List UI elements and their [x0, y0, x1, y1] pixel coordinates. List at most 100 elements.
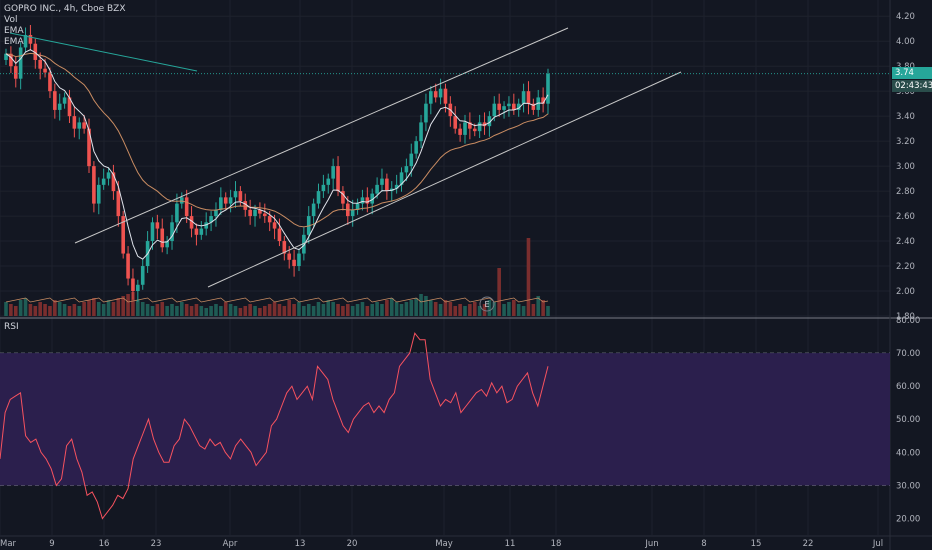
candle-body — [468, 122, 472, 129]
candle-body — [302, 234, 306, 254]
earnings-marker[interactable]: E — [479, 296, 495, 312]
volume-ma-line — [5, 297, 549, 303]
volume-bar — [72, 304, 77, 316]
volume-bar — [150, 306, 155, 316]
candle-body — [507, 103, 511, 107]
candle-body — [404, 166, 409, 173]
rsi-tick-label: 80.00 — [896, 316, 920, 326]
volume-bar — [404, 302, 409, 316]
candle-body — [360, 197, 365, 204]
rsi-title[interactable]: RSI — [4, 322, 19, 332]
candle-body — [38, 59, 42, 69]
volume-bar — [507, 302, 511, 316]
rsi-axis[interactable]: 20.00 30.00 40.00 50.00 60.00 70.00 80.00 — [896, 316, 920, 524]
price-tick-label: 3.60 — [896, 87, 915, 97]
volume-bar — [131, 292, 135, 316]
time-tick-label: 13 — [295, 539, 306, 549]
candle-body — [87, 128, 91, 167]
price-tick-label: 3.40 — [896, 112, 915, 122]
channel-upper-line — [74, 27, 569, 244]
candle-body — [282, 241, 287, 254]
symbol-title[interactable]: GOPRO INC., 4h, Cboe BZX — [4, 4, 126, 14]
candle-body — [4, 53, 8, 60]
volume-bar — [23, 298, 28, 316]
candle-body — [140, 266, 145, 285]
time-tick-label: 18 — [551, 539, 562, 549]
candle-body — [57, 103, 62, 110]
price-tick-label: 2.40 — [896, 237, 915, 247]
candle-body — [316, 191, 321, 204]
volume-bar — [311, 306, 316, 316]
candle-body — [463, 122, 467, 135]
volume-bar — [546, 306, 550, 316]
volume-bar — [487, 300, 492, 316]
volume-bar — [272, 302, 277, 316]
candle-body — [385, 178, 389, 192]
volume-bar — [326, 300, 331, 316]
candle-body — [101, 178, 106, 185]
volume-bar — [219, 306, 223, 316]
volume-bar — [516, 304, 521, 316]
volume-bar — [306, 304, 311, 316]
volume-bar — [106, 300, 111, 316]
candle-body — [238, 191, 243, 202]
candle-body — [326, 178, 331, 185]
volume-bar — [228, 304, 233, 316]
volume-bar — [385, 300, 389, 316]
volume-bar — [463, 306, 467, 316]
volume-bar — [67, 306, 72, 316]
volume-bar — [360, 302, 365, 316]
candle-body — [184, 197, 189, 217]
volume-bar — [13, 306, 18, 316]
candle-body — [13, 66, 18, 79]
volume-bar — [389, 298, 394, 316]
volume-bar — [468, 304, 472, 316]
candle-body — [472, 128, 477, 132]
volume-bar — [399, 304, 404, 316]
volume-bar — [375, 302, 379, 316]
rsi-tick-label: 30.00 — [896, 481, 920, 491]
volume-bar — [521, 306, 526, 316]
volume-bar — [248, 304, 252, 316]
price-axis[interactable]: 1.80 2.00 2.20 2.40 2.60 2.80 3.00 3.20 3.40 3.60… — [896, 12, 915, 322]
candle-body — [321, 184, 326, 192]
volume-bar — [292, 304, 296, 316]
volume-bar — [136, 300, 140, 316]
candle-body — [297, 253, 301, 267]
candle-body — [116, 191, 121, 217]
price-tick-label: 1.80 — [896, 312, 915, 322]
time-tick-label: Jul — [872, 539, 883, 549]
candle-body — [394, 184, 399, 189]
candle-body — [341, 191, 345, 204]
volume-bar — [145, 304, 150, 316]
candle-body — [443, 88, 448, 104]
ema-fast-label[interactable]: EMA — [4, 26, 24, 36]
volume-bar — [253, 306, 257, 316]
volume-bar — [482, 304, 487, 316]
candle-body — [219, 197, 223, 210]
drawings — [0, 27, 890, 288]
time-axis[interactable]: Mar 9 16 23 Apr 13 20 May 11 18 Jun 8 15 22 Jul — [0, 539, 883, 549]
volume-bar — [233, 306, 238, 316]
volume-bar — [541, 300, 545, 316]
volume-bar — [53, 300, 57, 316]
candle-body — [380, 178, 384, 185]
vol-indicator-label[interactable]: Vol — [4, 15, 18, 25]
price-tick-label: 4.00 — [896, 37, 915, 47]
candle-body — [546, 73, 550, 104]
volume-bar — [204, 308, 208, 316]
time-tick-label: May — [435, 539, 453, 549]
descending-trendline — [9, 32, 198, 72]
candle-body — [311, 203, 316, 217]
volume-bar — [458, 304, 462, 316]
candle-body — [492, 103, 497, 117]
time-tick-label: Mar — [0, 539, 17, 549]
price-tick-label: 3.20 — [896, 137, 915, 147]
rsi-tick-label: 60.00 — [896, 382, 920, 392]
price-tick-label: 3.00 — [896, 162, 915, 172]
ema-slow-label[interactable]: EMA — [4, 37, 24, 47]
candle-body — [414, 141, 418, 154]
time-tick-label: 16 — [99, 539, 110, 549]
time-tick-label: 9 — [49, 539, 54, 549]
volume-bar — [370, 304, 375, 316]
